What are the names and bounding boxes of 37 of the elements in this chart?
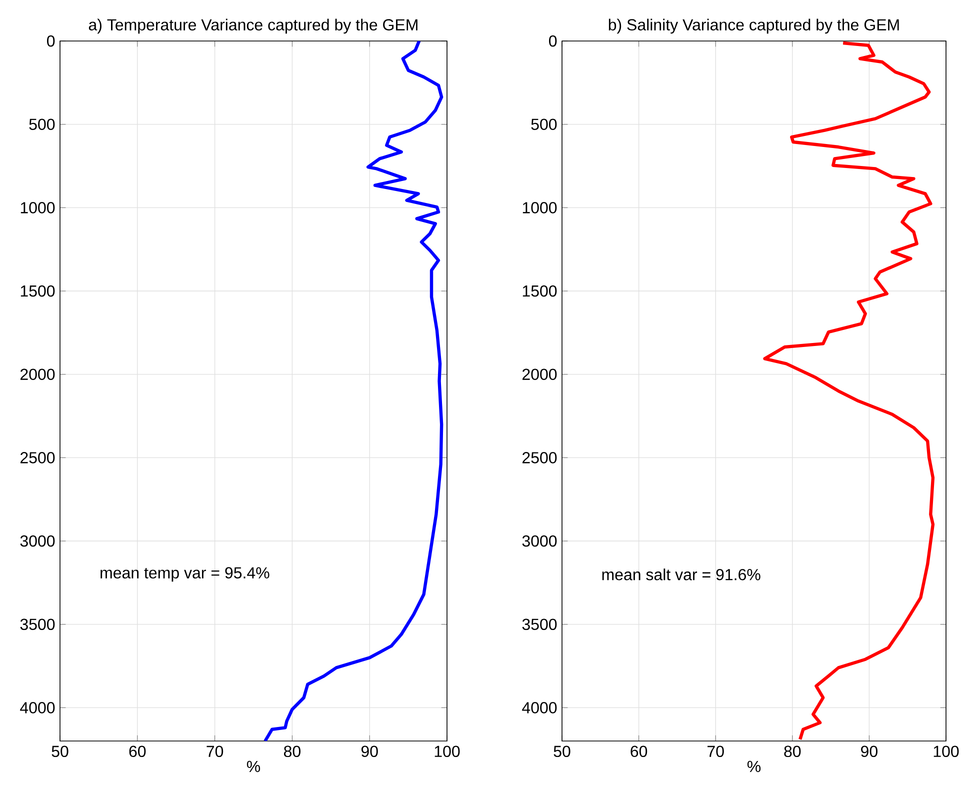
y-tick-label: 4000: [20, 702, 55, 714]
y-tick-label: 3000: [522, 535, 557, 547]
x-tick-label: 50: [52, 746, 68, 758]
x-tick-label: 50: [554, 746, 570, 758]
x-axis-title: %: [246, 760, 260, 772]
x-tick-label: 60: [630, 746, 648, 758]
y-tick-label: 0: [549, 35, 557, 47]
y-tick-label: 2000: [522, 368, 557, 380]
y-tick-label: 500: [531, 118, 557, 130]
x-tick-label: 70: [708, 746, 724, 758]
line-series: [763, 41, 935, 741]
x-tick-label: 90: [361, 746, 378, 758]
y-tick-label: 1000: [20, 202, 55, 214]
x-tick-label: 60: [129, 746, 146, 758]
y-tick-label: 0: [47, 35, 55, 47]
annotation: mean temp var = 95.4%: [100, 567, 270, 582]
y-tick-label: 2500: [522, 452, 557, 464]
x-tick-label: 100: [934, 746, 959, 758]
y-tick-label: 2500: [20, 452, 55, 464]
y-tick-label: 4000: [522, 702, 557, 714]
y-tick-label: 3500: [20, 618, 55, 630]
x-axis-title: %: [747, 760, 761, 772]
y-tick-label: 1500: [20, 285, 55, 297]
y-tick-label: 1000: [522, 202, 557, 214]
chart-title: b) Salinity Variance captured by the GEM: [608, 18, 899, 34]
x-tick-label: 100: [434, 746, 460, 758]
y-tick-label: 3500: [522, 618, 557, 630]
y-tick-label: 3000: [20, 535, 55, 547]
y-tick-label: 1500: [522, 285, 557, 297]
x-tick-label: 70: [206, 746, 224, 758]
chart-title: a) Temperature Variance captured by the GEM: [88, 18, 418, 34]
y-tick-label: 500: [29, 118, 55, 130]
x-tick-label: 80: [784, 746, 801, 758]
y-tick-label: 2000: [20, 368, 55, 380]
x-tick-label: 80: [284, 746, 300, 758]
annotation: mean salt var = 91.6%: [602, 568, 760, 580]
x-tick-label: 90: [861, 746, 878, 758]
